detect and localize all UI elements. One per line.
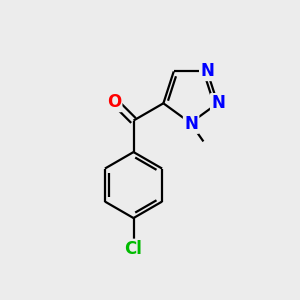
Text: O: O (107, 93, 121, 111)
Text: N: N (184, 115, 198, 133)
Text: N: N (211, 94, 225, 112)
Text: Cl: Cl (124, 240, 142, 258)
Text: N: N (200, 62, 214, 80)
